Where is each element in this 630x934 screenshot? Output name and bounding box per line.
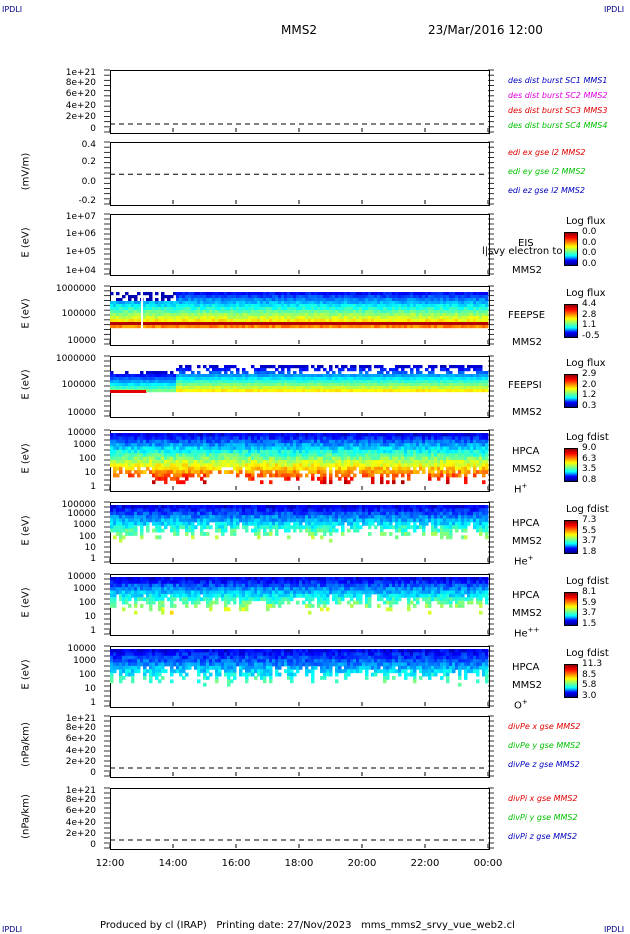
panel-hpca_he bbox=[110, 502, 490, 564]
date-time-title: 23/Mar/2016 12:00 bbox=[428, 23, 543, 37]
panel-feepse-colorbar-tick: 4.4 bbox=[582, 299, 597, 309]
panel-hpca_he-colorbar-tick: 3.7 bbox=[582, 536, 597, 547]
panel-feepse-colorbar-tick: 2.8 bbox=[582, 309, 597, 320]
panel-eis-spacecraft: MMS2 bbox=[512, 265, 542, 276]
corner-label-top-right: IPDLI bbox=[604, 5, 625, 14]
panel-feepsi-colorbar bbox=[564, 374, 578, 408]
panel-des_dist-ytick: 2e+20 bbox=[65, 112, 96, 123]
panel-feepse-ytick: 1000000 bbox=[55, 284, 96, 294]
panel-hpca_h-instrument: HPCA bbox=[512, 446, 540, 457]
spacecraft-title: MMS2 bbox=[281, 23, 317, 37]
panel-hpca_h-ytick: 100 bbox=[78, 454, 96, 464]
panel-edi-ytick: 0.0 bbox=[81, 176, 96, 187]
panel-feepsi-spacecraft: MMS2 bbox=[512, 407, 542, 418]
panel-feepse-ytick: 100000 bbox=[61, 309, 96, 319]
panel-eis-ytick: 1e+06 bbox=[65, 228, 96, 239]
panel-des_dist-legend-entry: des dist burst SC2 MMS2 bbox=[508, 91, 608, 100]
panel-des_dist-legend-entry: des dist burst SC3 MMS3 bbox=[508, 106, 608, 115]
panel-des_dist-legend-entry: des dist burst SC1 MMS1 bbox=[508, 76, 608, 85]
panel-hpca_he-ytick: 100 bbox=[78, 531, 96, 542]
panel-eis-colorbar-tick: 0.0 bbox=[582, 259, 597, 269]
panel-edi-legend-entry: edi ex gse l2 MMS2 bbox=[508, 148, 586, 157]
panel-des_dist-ytick: 6e+20 bbox=[65, 89, 96, 100]
panel-hpca_h-ytick: 10000 bbox=[67, 428, 96, 438]
panel-hpca_h-species: H+ bbox=[514, 482, 528, 496]
panel-hpca_h-colorbar-tick: 9.0 bbox=[582, 443, 597, 453]
panel-hpca_he-colorbar-tick: 1.8 bbox=[582, 547, 597, 557]
panel-eis bbox=[110, 214, 490, 276]
panel-feepsi-colorbar-tick: 2.9 bbox=[582, 369, 597, 379]
panel-des_dist-ytick: 4e+20 bbox=[65, 100, 96, 111]
panel-edi-legend-entry: edi ez gse l2 MMS2 bbox=[508, 186, 585, 195]
panel-edi-ytick: 0.4 bbox=[81, 140, 96, 150]
panel-eis-ytick: 1e+05 bbox=[65, 247, 96, 258]
panel-des_dist-ytick: 8e+20 bbox=[65, 77, 96, 88]
panel-hpca_he-ytick: 1 bbox=[90, 554, 96, 564]
panel-eis-overlay-text: l|svy electron to bbox=[482, 246, 563, 257]
panel-hpca_he-colorbar-title: Log fdist bbox=[566, 504, 609, 515]
panel-hpca_he-species: He+ bbox=[514, 554, 534, 568]
panel-feepse-colorbar-title: Log flux bbox=[566, 288, 606, 299]
panel-eis-colorbar-tick: 0.0 bbox=[582, 227, 597, 237]
panel-feepse-ytick: 10000 bbox=[67, 336, 96, 346]
panel-edi bbox=[110, 142, 490, 206]
panel-feepsi-colorbar-tick: 2.0 bbox=[582, 379, 597, 390]
panel-hpca_h-species-charge: + bbox=[521, 482, 528, 490]
panel-feepsi-colorbar-title: Log flux bbox=[566, 358, 606, 369]
panel-feepse-spacecraft: MMS2 bbox=[512, 337, 542, 348]
panel-hpca_h-colorbar-tick: 6.3 bbox=[582, 453, 597, 464]
panel-hpca_he-colorbar-tick: 7.3 bbox=[582, 515, 597, 525]
panel-eis-colorbar-tick: 0.0 bbox=[582, 237, 597, 248]
panel-des_dist-ytick: 0 bbox=[90, 124, 96, 134]
panel-hpca_he-ytick: 10000 bbox=[67, 509, 96, 520]
panel-hpca_h-ytick: 1000 bbox=[73, 440, 96, 450]
panel-des_dist-legend-entry: des dist burst SC4 MMS4 bbox=[508, 121, 608, 130]
panel-feepsi-instrument: FEEPSI bbox=[508, 380, 542, 391]
panel-hpca_h-ytick: 10 bbox=[84, 468, 96, 478]
panel-feepsi-ytick: 1000000 bbox=[55, 354, 96, 364]
panel-feepsi bbox=[110, 356, 490, 418]
panel-hpca_he-ytick: 1000 bbox=[73, 520, 96, 531]
panel-eis-colorbar-tick: 0.0 bbox=[582, 248, 597, 259]
panel-hpca_h-ytick: 1 bbox=[90, 482, 96, 492]
panel-hpca_he-spacecraft: MMS2 bbox=[512, 536, 542, 547]
panel-hpca_he-colorbar-tick: 5.5 bbox=[582, 525, 597, 536]
panel-hpca_h bbox=[110, 430, 490, 492]
panel-des_dist bbox=[110, 70, 490, 134]
panel-feepsi-ytick: 10000 bbox=[67, 408, 96, 418]
corner-label-bottom-left: IPDLI bbox=[2, 925, 23, 934]
panel-hpca_h-colorbar-tick: 3.5 bbox=[582, 464, 597, 475]
panel-feepsi-colorbar-tick: 1.2 bbox=[582, 390, 597, 401]
panel-feepsi-colorbar-tick: 0.3 bbox=[582, 401, 597, 411]
corner-label-top-left: IPDLI bbox=[2, 5, 23, 14]
panel-edi-ytick: -0.2 bbox=[78, 196, 96, 206]
panel-edi-legend-entry: edi ey gse l2 MMS2 bbox=[508, 167, 586, 176]
panel-eis-ytick: 1e+07 bbox=[65, 212, 96, 222]
panel-feepse bbox=[110, 286, 490, 346]
panel-hpca_he-colorbar bbox=[564, 520, 578, 554]
panel-hpca_h-colorbar-title: Log fdist bbox=[566, 432, 609, 443]
corner-label-bottom-right: IPDLI bbox=[604, 925, 625, 934]
panel-feepse-colorbar-tick: 1.1 bbox=[582, 320, 597, 331]
panel-feepse-instrument: FEEPSE bbox=[508, 310, 546, 321]
panel-des_dist-ytick: 1e+21 bbox=[65, 68, 96, 78]
panel-hpca_h-colorbar-tick: 0.8 bbox=[582, 475, 597, 485]
panel-hpca_h-spacecraft: MMS2 bbox=[512, 464, 542, 475]
panel-hpca_he-ytick: 10 bbox=[84, 542, 96, 553]
panel-hpca_h-colorbar bbox=[564, 448, 578, 482]
panel-feepsi-ytick: 100000 bbox=[61, 380, 96, 390]
panel-eis-ytick: 1e+04 bbox=[65, 266, 96, 276]
panel-hpca_he-species-charge: + bbox=[527, 554, 534, 562]
panel-eis-colorbar-title: Log flux bbox=[566, 216, 606, 227]
panel-eis-colorbar bbox=[564, 232, 578, 266]
panel-feepse-colorbar-tick: -0.5 bbox=[582, 331, 600, 341]
panel-edi-ytick: 0.2 bbox=[81, 157, 96, 168]
panel-feepse-colorbar bbox=[564, 304, 578, 338]
panel-hpca_he-instrument: HPCA bbox=[512, 518, 540, 529]
